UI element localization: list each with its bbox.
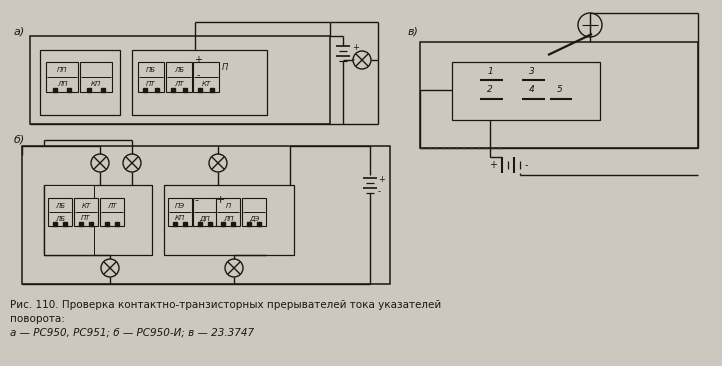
Text: -: - <box>352 56 355 64</box>
Text: а): а) <box>14 26 25 36</box>
Bar <box>452 62 600 120</box>
Text: ЛБ: ЛБ <box>55 216 65 221</box>
Text: б): б) <box>14 135 25 145</box>
Text: в): в) <box>408 26 419 36</box>
Bar <box>30 36 330 124</box>
Text: +: + <box>378 175 385 183</box>
Bar <box>132 50 267 115</box>
Text: -: - <box>525 160 529 170</box>
Text: КТ: КТ <box>82 202 91 209</box>
Text: -: - <box>196 70 200 80</box>
Text: 4: 4 <box>529 86 535 94</box>
Bar <box>100 198 124 226</box>
Bar <box>193 62 219 92</box>
Text: +: + <box>215 195 225 205</box>
Text: ПП: ПП <box>57 67 67 73</box>
Bar <box>80 62 112 92</box>
Bar <box>40 50 120 115</box>
Text: ЛТ: ЛТ <box>174 81 184 87</box>
Text: -: - <box>378 187 381 197</box>
Bar <box>193 198 217 226</box>
Bar <box>216 198 240 226</box>
Text: +: + <box>194 55 202 65</box>
Text: 1: 1 <box>487 67 493 76</box>
Bar <box>74 198 98 226</box>
Bar <box>138 62 164 92</box>
Bar <box>22 146 390 284</box>
Text: -: - <box>194 195 198 205</box>
Bar <box>46 62 78 92</box>
Text: ЛП: ЛП <box>57 81 67 87</box>
Text: ЛТ: ЛТ <box>108 202 117 209</box>
Bar <box>420 42 698 148</box>
Text: ЛБ: ЛБ <box>174 67 184 73</box>
Text: ПБ: ПБ <box>146 67 156 73</box>
Text: поворота:: поворота: <box>10 314 65 324</box>
Bar <box>166 62 192 92</box>
Text: КП: КП <box>175 216 185 221</box>
Bar <box>164 185 294 255</box>
Text: П: П <box>225 202 230 209</box>
Bar <box>48 198 72 226</box>
Text: 3: 3 <box>529 67 535 76</box>
Bar <box>44 185 152 255</box>
Text: а — РС950, РС951; б — РС950-И; в — 23.3747: а — РС950, РС951; б — РС950-И; в — 23.37… <box>10 328 254 338</box>
Text: +: + <box>489 160 497 170</box>
Text: 5: 5 <box>557 86 563 94</box>
Text: П: П <box>222 63 228 72</box>
Text: ЛБ: ЛБ <box>55 202 65 209</box>
Bar <box>242 198 266 226</box>
Text: ДЭ: ДЭ <box>249 215 259 221</box>
Bar <box>168 198 192 226</box>
Text: КП: КП <box>91 81 101 87</box>
Text: ПЭ: ПЭ <box>175 202 185 209</box>
Text: ПТ: ПТ <box>82 216 91 221</box>
Text: КТ: КТ <box>201 81 211 87</box>
Text: 2: 2 <box>487 86 493 94</box>
Text: ЛП: ЛП <box>223 216 233 221</box>
Text: Рис. 110. Проверка контактно-транзисторных прерывателей тока указателей: Рис. 110. Проверка контактно-транзисторн… <box>10 300 441 310</box>
Text: +: + <box>352 42 359 52</box>
Bar <box>44 185 94 255</box>
Text: ДП: ДП <box>199 215 210 221</box>
Text: ПТ: ПТ <box>147 81 156 87</box>
